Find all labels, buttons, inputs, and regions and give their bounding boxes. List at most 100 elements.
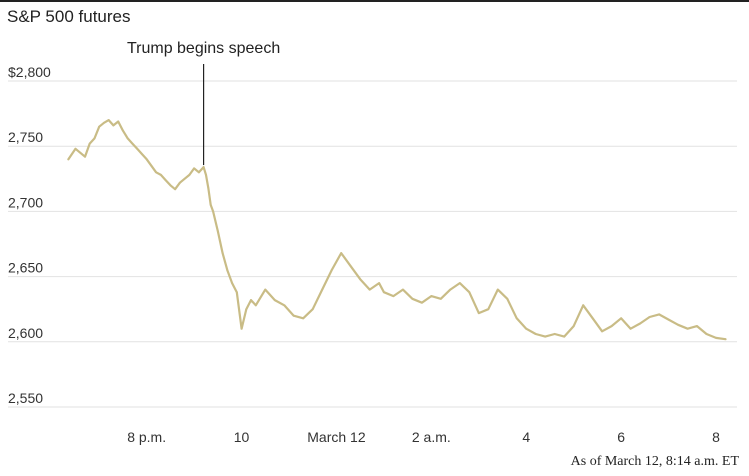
data-point xyxy=(487,308,490,311)
data-point xyxy=(273,299,276,301)
data-point xyxy=(216,230,219,232)
data-point xyxy=(468,291,471,294)
data-point xyxy=(264,288,267,291)
data-point xyxy=(150,164,153,167)
x-tick-label: 4 xyxy=(522,429,530,445)
data-point xyxy=(382,291,385,294)
data-point xyxy=(368,288,371,291)
series-layer xyxy=(67,118,727,341)
data-point xyxy=(141,153,143,155)
y-tick-label: 2,600 xyxy=(8,325,43,341)
data-point xyxy=(145,158,148,161)
y-tick-label: 2,650 xyxy=(8,260,43,276)
data-point xyxy=(155,171,158,174)
data-point xyxy=(103,121,105,124)
data-point xyxy=(74,147,77,150)
data-point xyxy=(601,330,604,333)
data-point xyxy=(330,269,333,271)
data-point xyxy=(620,317,623,320)
data-point xyxy=(159,174,162,176)
data-point xyxy=(302,317,305,320)
data-point xyxy=(88,142,91,145)
data-point xyxy=(193,167,196,170)
data-point xyxy=(98,125,101,128)
data-point xyxy=(207,187,210,189)
y-tick-label: 2,700 xyxy=(8,194,43,210)
data-point xyxy=(117,120,120,123)
data-point xyxy=(677,323,679,326)
data-point xyxy=(188,174,191,176)
data-point xyxy=(231,282,233,285)
data-point xyxy=(226,269,229,271)
top-rule xyxy=(0,0,749,2)
chart-title: S&P 500 futures xyxy=(7,7,131,26)
data-point xyxy=(563,335,566,338)
data-point xyxy=(724,338,727,341)
data-point xyxy=(378,282,381,285)
x-tick-label: 8 xyxy=(712,429,720,445)
data-point xyxy=(506,297,509,300)
data-point xyxy=(639,322,642,325)
data-point xyxy=(449,288,452,291)
footnote: As of March 12, 8:14 a.m. ET xyxy=(570,454,739,469)
data-point xyxy=(658,313,660,316)
data-point xyxy=(572,325,575,328)
data-point xyxy=(240,327,243,330)
data-point xyxy=(245,308,248,311)
data-point xyxy=(696,325,698,328)
data-point xyxy=(667,318,670,321)
data-point xyxy=(401,288,404,291)
data-point xyxy=(202,166,205,168)
data-point xyxy=(235,291,238,294)
data-point xyxy=(686,327,689,330)
y-tick-label: $2,800 xyxy=(8,64,51,80)
data-point xyxy=(311,308,314,311)
x-tick-label: 2 a.m. xyxy=(412,429,451,445)
data-point xyxy=(174,188,177,191)
data-point xyxy=(112,124,115,127)
x-tick-label: 6 xyxy=(617,429,625,445)
data-point xyxy=(515,317,518,320)
data-point xyxy=(591,317,594,320)
data-point xyxy=(221,252,224,255)
data-point xyxy=(359,278,362,281)
annotation: Trump begins speech xyxy=(127,40,280,166)
y-tick-label: 2,750 xyxy=(8,129,43,145)
data-point xyxy=(107,119,110,122)
data-point xyxy=(610,325,613,328)
data-point xyxy=(544,335,547,338)
data-point xyxy=(525,327,528,330)
data-point xyxy=(79,151,82,154)
data-point xyxy=(183,177,186,180)
data-point xyxy=(553,333,556,335)
data-point xyxy=(477,312,480,314)
data-point xyxy=(169,184,172,187)
data-point xyxy=(715,336,717,339)
gridlines xyxy=(8,80,737,408)
y-tick-label: 2,550 xyxy=(8,390,43,406)
x-tick-label: 10 xyxy=(234,429,250,445)
data-point xyxy=(93,137,96,140)
data-point xyxy=(84,155,86,158)
data-point xyxy=(197,171,200,174)
x-tick-label: 8 p.m. xyxy=(127,429,166,445)
data-point xyxy=(67,158,70,161)
data-point xyxy=(292,314,295,317)
data-point xyxy=(411,297,414,300)
data-point xyxy=(164,179,167,182)
annotation-label: Trump begins speech xyxy=(127,40,280,57)
data-point xyxy=(283,304,286,307)
data-point xyxy=(340,252,343,255)
data-point xyxy=(212,210,214,213)
data-point xyxy=(178,181,181,184)
data-point xyxy=(648,316,651,318)
data-point xyxy=(209,203,212,206)
data-point xyxy=(131,142,134,145)
data-point xyxy=(420,301,423,304)
axis-labels: $2,800 2,750 2,700 2,650 2,600 2,550 8 p.m. 10 M… xyxy=(8,64,720,445)
data-point xyxy=(496,288,499,291)
data-point xyxy=(430,295,433,298)
data-point xyxy=(439,297,442,300)
data-point xyxy=(629,327,632,330)
